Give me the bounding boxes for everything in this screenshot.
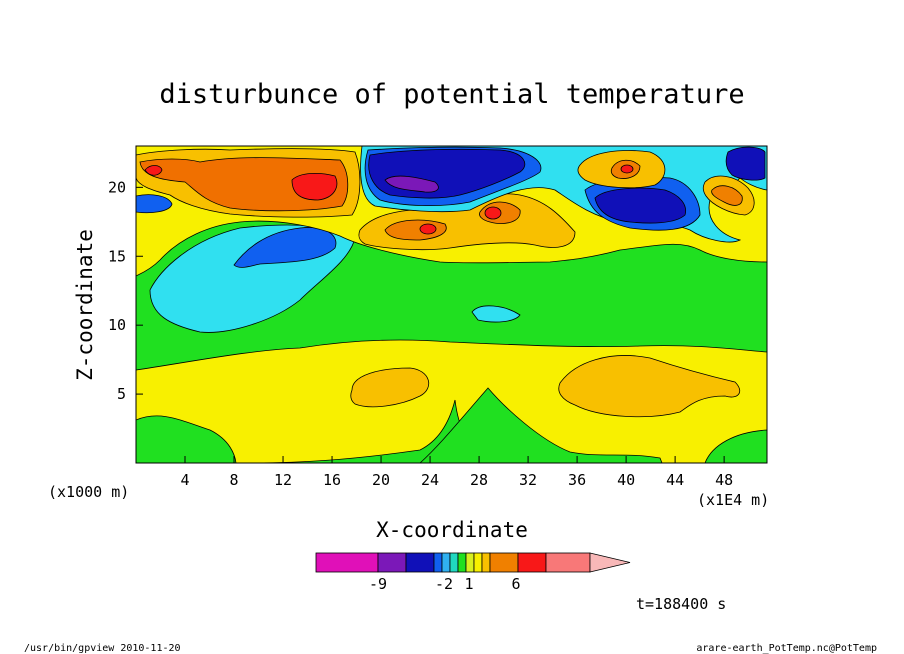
x-axis-label: X-coordinate [376,518,528,542]
y-tick-label: 20 [108,178,126,196]
footer-right: arare-earth_PotTemp.nc@PotTemp [696,643,877,654]
region-orange-low-right [558,355,741,418]
y-tick-label: 5 [117,385,126,403]
colorbar-bin [449,552,459,573]
colorbar-bin [545,552,591,573]
y-axis-label: Z-coordinate [73,229,97,381]
x-tick-label: 24 [421,471,439,489]
region-blue-mid [233,227,337,268]
region-blue-left-edge [136,194,173,214]
region-dark-blue-right [594,187,687,224]
x-tick-label: 8 [230,471,239,489]
colorbar-bin [473,552,483,573]
region-cyan-small [471,305,521,323]
x-tick-label: 16 [323,471,341,489]
x-tick-label: 40 [617,471,635,489]
colorbar-tick-label: 6 [511,575,520,593]
colorbar-bin [441,552,451,573]
colorbar-bin [377,552,407,573]
colorbar-bin [481,552,491,573]
y-axis-ticks: 5 10 15 20 [108,178,143,403]
x-tick-label: 36 [568,471,586,489]
colorbar-tick-labels: -9 -2 1 6 [369,575,521,593]
region-red-dot-center-b [484,206,502,220]
colorbar-bin [457,552,467,573]
colorbar-bin [433,552,443,573]
region-purple-center [384,175,439,193]
region-red-dot-right [620,164,634,174]
time-label: t=188400 s [636,595,726,613]
x-tick-label: 12 [274,471,292,489]
region-dark-blue-corner [725,146,766,181]
chart-title: disturbunce of potential temperature [159,79,744,110]
region-orange-inner-right [610,159,743,206]
x-tick-label: 20 [372,471,390,489]
colorbar-tick-label: 1 [464,575,473,593]
x-unit-left: (x1000 m) [48,483,129,501]
colorbar-bin [517,552,547,573]
region-orange-low-left [350,367,430,408]
footer-left: /usr/bin/gpview 2010-11-20 [24,643,181,654]
colorbar-tick-label: -2 [435,575,453,593]
x-tick-label: 44 [666,471,684,489]
colorbar-bin [489,552,519,573]
colorbar-tick-label: -9 [369,575,387,593]
x-tick-label: 48 [715,471,733,489]
x-axis-ticks: 4 8 12 16 20 24 28 32 36 40 44 48 [180,456,733,489]
colorbar-bin [465,552,475,573]
region-green-bottom-left [136,415,237,463]
plot-area [136,146,767,463]
y-tick-label: 10 [108,316,126,334]
colorbar [315,552,631,573]
region-green-bottom-mid [419,387,663,463]
colorbar-bin [315,552,379,573]
colorbar-extend-arrow [589,552,631,573]
x-tick-label: 4 [180,471,189,489]
region-red-dot-center-a [419,223,437,235]
x-unit-right: (x1E4 m) [697,491,769,509]
x-tick-label: 28 [470,471,488,489]
region-red-orange-left [139,157,349,212]
x-tick-label: 32 [519,471,537,489]
region-red-left [144,165,338,201]
plot-frame [135,145,768,464]
colorbar-bin [405,552,435,573]
y-tick-label: 15 [108,247,126,265]
